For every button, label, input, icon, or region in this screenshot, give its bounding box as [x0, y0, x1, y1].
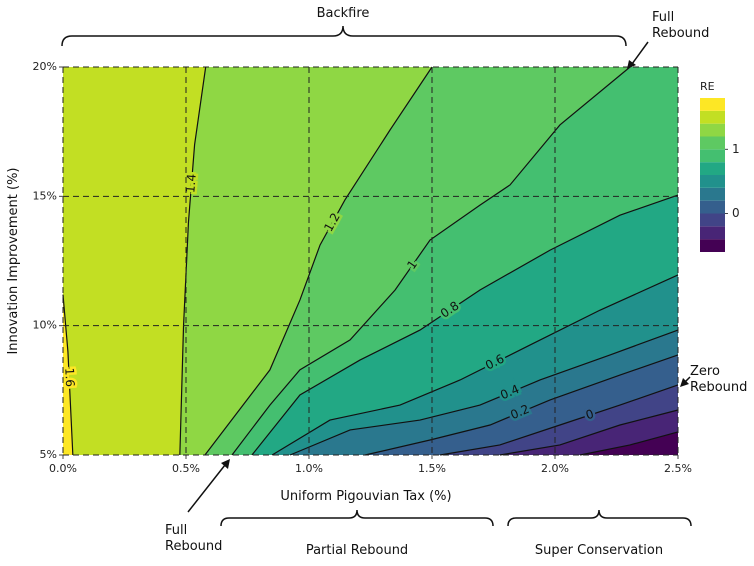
x-tick-label: 1.5% — [418, 462, 446, 475]
contour-line — [271, 274, 679, 456]
colorbar-band — [700, 187, 725, 201]
colorbar-tick-label: 1 — [732, 142, 740, 156]
arrow-head — [627, 60, 636, 69]
colorbar-band — [700, 136, 725, 150]
annotation: Super Conservation — [534, 543, 664, 558]
contour-line — [579, 431, 679, 456]
colorbar-band — [700, 149, 725, 163]
colorbar-band — [700, 162, 725, 175]
y-tick-label: 10% — [33, 319, 57, 332]
annotation-shapes — [61, 25, 692, 527]
arrow — [631, 41, 649, 65]
contour-line — [179, 66, 207, 456]
arrow-head — [221, 459, 230, 469]
contour-line — [289, 329, 679, 456]
contour-line — [62, 294, 74, 456]
annotation: Backfire — [316, 6, 370, 21]
contour-line — [440, 384, 679, 456]
annotation: Full Rebound — [165, 523, 223, 554]
colorbar-band — [700, 213, 725, 227]
colorbar-band — [700, 110, 725, 124]
brace — [61, 25, 627, 47]
brace — [507, 509, 692, 527]
contour-fills — [63, 67, 678, 455]
arrow — [187, 464, 226, 513]
contour-line — [499, 409, 679, 456]
annotation: Zero Rebound — [690, 364, 748, 395]
contour-line — [251, 194, 679, 456]
x-axis-label: Uniform Pigouvian Tax (%) — [280, 489, 452, 504]
colorbar-band — [700, 123, 725, 137]
colorbar-tick-label: 0 — [732, 206, 740, 220]
x-tick-label: 2.5% — [664, 462, 692, 475]
contour-line — [231, 66, 631, 456]
colorbar-band — [700, 175, 725, 188]
y-tick-label: 20% — [33, 60, 57, 73]
x-tick-label: 0.0% — [49, 462, 77, 475]
y-axis-label: Innovation Improvement (%) — [6, 167, 21, 355]
brace — [220, 509, 494, 527]
contour-line — [204, 66, 433, 456]
annotation: Partial Rebound — [305, 543, 409, 558]
colorbar-band — [700, 200, 725, 214]
axes: 0.0% 0.5% 1.0% 1.5% 2.0% 2.5% 5% 10% 15% 20% RE 0 1 — [33, 60, 740, 475]
annotation: Full Rebound — [652, 10, 710, 41]
y-tick-label: 5% — [40, 448, 57, 461]
colorbar-label: RE — [700, 80, 715, 93]
arrow-head — [680, 378, 689, 387]
contour-line — [364, 354, 679, 456]
y-tick-label: 15% — [33, 189, 57, 202]
x-tick-label: 2.0% — [541, 462, 569, 475]
contour-fill — [63, 67, 206, 455]
x-tick-label: 0.5% — [172, 462, 200, 475]
colorbar-band — [700, 98, 725, 111]
contour-label: 1.6 — [62, 368, 77, 388]
colorbar-band — [700, 226, 725, 240]
colorbar-band — [700, 239, 725, 252]
x-tick-label: 1.0% — [295, 462, 323, 475]
